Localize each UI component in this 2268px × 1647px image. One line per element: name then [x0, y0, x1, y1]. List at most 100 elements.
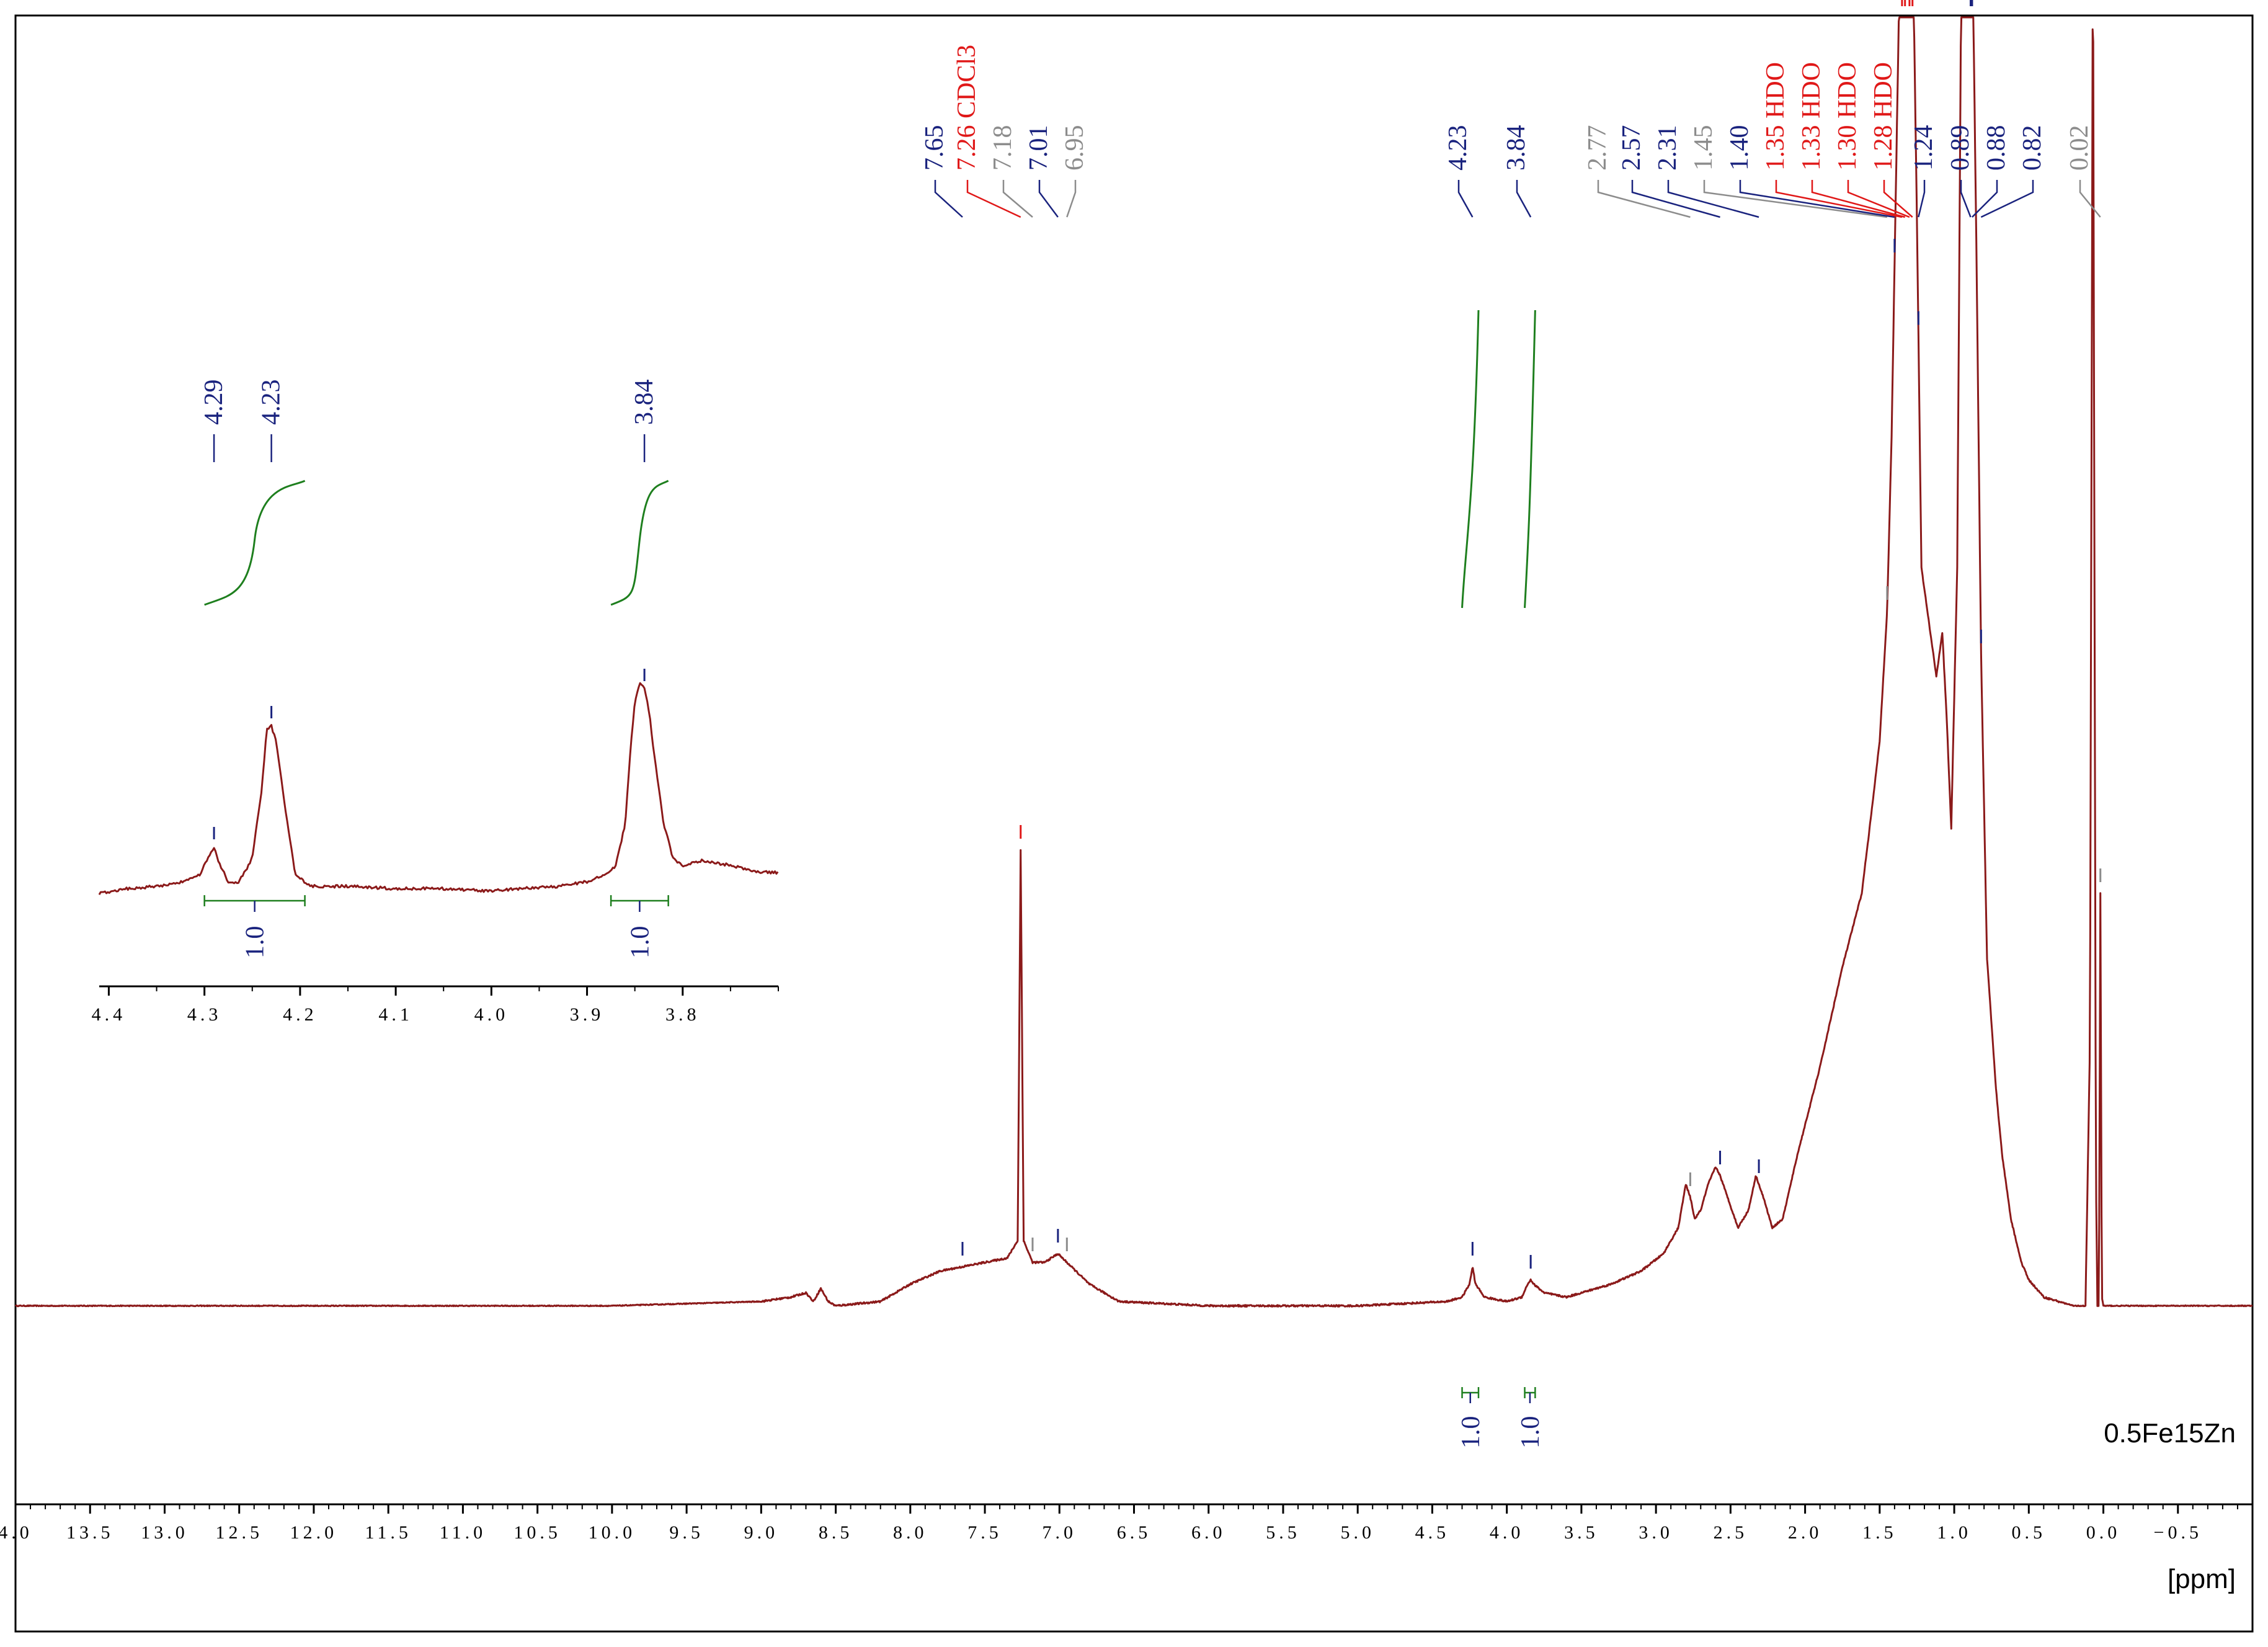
x-tick-label: 1.0	[1937, 1522, 1972, 1543]
peak-label: 1.40	[1725, 125, 1754, 171]
integral-value: 1.0	[1457, 1416, 1485, 1449]
peak-label: 0.88	[1982, 125, 2011, 171]
x-tick-label: 11.5	[365, 1522, 411, 1543]
peak-label: 3.84	[1502, 125, 1531, 171]
peak-leader-line	[1980, 180, 2034, 218]
peak-label: 7.01	[1025, 125, 1053, 171]
inset-zoom-panel: 4.4 4.3 4.2 4.1 4.0 3.9 3.8 4.29 4.23 3.84 1.0 1.…	[92, 380, 779, 1025]
x-tick-label: 12.0	[290, 1522, 338, 1543]
peak-leader-line	[966, 180, 1021, 218]
inset-integral-regions: 1.0 1.0	[203, 480, 669, 959]
peak-label: 0.02	[2065, 125, 2094, 171]
peak-labels: 7.65 7.26 CDCl3 7.18 7.01 6.95 4.23 3.84 2.77 2.…	[920, 0, 2102, 1269]
inset-integral-value: 1.0	[241, 926, 270, 959]
x-tick-label: 10.5	[514, 1522, 561, 1543]
peak-label: 2.31	[1653, 125, 1682, 171]
x-tick-label: 5.5	[1266, 1522, 1301, 1543]
peak-leader-line	[1066, 180, 1077, 218]
inset-peak-label: 3.84	[630, 380, 659, 426]
peak-leader-line	[1457, 180, 1474, 218]
x-tick-label: 5.0	[1340, 1522, 1375, 1543]
x-tick-label: 6.0	[1191, 1522, 1226, 1543]
peak-leader-line	[2079, 180, 2101, 218]
x-axis-label: [ppm]	[2168, 1564, 2236, 1594]
inset-tick-label: 4.2	[283, 1004, 318, 1025]
inset-integral-curve	[204, 480, 306, 606]
x-tick-label: 9.5	[669, 1522, 704, 1543]
inset-axis-ticks: 4.4 4.3 4.2 4.1 4.0 3.9 3.8	[92, 986, 779, 1025]
x-tick-label: 6.5	[1117, 1522, 1152, 1543]
x-tick-label: 13.0	[141, 1522, 189, 1543]
x-tick-label: 12.5	[215, 1522, 263, 1543]
peak-leader-line	[1516, 180, 1532, 218]
spectrum-trace	[14, 16, 2253, 1308]
x-tick-label: 11.0	[440, 1522, 486, 1543]
x-tick-label: 0.0	[2086, 1522, 2121, 1543]
peak-label: 4.23	[1444, 125, 1472, 171]
x-tick-label: 4.0	[1490, 1522, 1524, 1543]
x-axis-ticks: 4.0 13.5 13.0 12.5 12.0 11.5 11.0 10.5 10.0 9.5 9.…	[0, 1504, 2238, 1543]
x-tick-label: 7.5	[967, 1522, 1002, 1543]
peak-leader-line	[934, 180, 963, 218]
peak-label: 2.57	[1617, 125, 1646, 171]
peak-leader-line	[1002, 180, 1033, 218]
x-tick-label: 0.5	[2012, 1522, 2047, 1543]
inset-integral-curve	[610, 480, 669, 606]
peak-label: 1.24	[1910, 125, 1938, 171]
outer-frame	[14, 14, 2254, 1633]
inset-tick-label: 3.8	[665, 1004, 700, 1025]
inset-peak-labels: 4.29 4.23 3.84	[200, 380, 659, 839]
x-tick-label: 4.0	[0, 1522, 33, 1543]
peak-label: 0.89	[1946, 125, 1975, 171]
integral-regions: 1.0 1.0	[1457, 310, 1545, 1448]
peak-leader-line	[1972, 180, 1998, 218]
peak-label: 2.77	[1583, 125, 1612, 171]
integral-curve	[1461, 310, 1480, 609]
inset-tick-label: 4.0	[474, 1004, 509, 1025]
inset-tick-label: 4.4	[92, 1004, 127, 1025]
peak-label: 1.35 HDO	[1761, 62, 1790, 171]
peak-leader-line	[1918, 180, 1926, 218]
peak-label: 1.28 HDO	[1869, 62, 1898, 171]
inset-tick-label: 3.9	[570, 1004, 605, 1025]
peak-label: 7.18	[989, 125, 1017, 171]
peak-label: 1.45	[1689, 125, 1718, 171]
x-tick-label: 9.0	[744, 1522, 779, 1543]
peak-leader-line	[1775, 180, 1903, 218]
peak-label: 7.26 CDCl3	[953, 45, 981, 171]
peak-label: 6.95	[1061, 125, 1089, 171]
peak-leader-line	[1597, 180, 1691, 218]
peak-leader-line	[1811, 180, 1906, 218]
x-tick-label: 4.5	[1415, 1522, 1450, 1543]
peak-label: 1.33 HDO	[1797, 62, 1826, 171]
x-tick-label: 8.0	[893, 1522, 928, 1543]
peak-leader-line	[1703, 180, 1888, 218]
x-tick-label: 8.5	[819, 1522, 853, 1543]
x-tick-label: 3.0	[1639, 1522, 1673, 1543]
x-tick-label: 13.5	[66, 1522, 114, 1543]
peak-label: 0.82	[2018, 125, 2047, 171]
sample-label: 0.5Fe15Zn	[2104, 1418, 2236, 1448]
peak-leader-line	[1739, 180, 1895, 218]
inset-peak-label: 4.23	[257, 380, 286, 426]
integral-value: 1.0	[1516, 1416, 1545, 1449]
x-tick-label: −0.5	[2154, 1522, 2202, 1543]
inset-tick-label: 4.3	[187, 1004, 222, 1025]
inset-tick-label: 4.1	[378, 1004, 413, 1025]
peak-leader-line	[1631, 180, 1720, 218]
peak-leader-line	[1038, 180, 1059, 218]
inset-peak-label: 4.29	[200, 380, 228, 426]
peak-leader-line	[1960, 180, 1972, 218]
peak-label: 1.30 HDO	[1833, 62, 1862, 171]
x-tick-label: 2.5	[1714, 1522, 1748, 1543]
peak-leader-line	[1667, 180, 1759, 218]
x-tick-label: 10.0	[589, 1522, 636, 1543]
inset-integral-value: 1.0	[626, 926, 654, 959]
x-tick-label: 1.5	[1862, 1522, 1897, 1543]
x-tick-label: 2.0	[1788, 1522, 1823, 1543]
peak-leader-line	[1847, 180, 1910, 218]
integral-curve	[1524, 310, 1536, 609]
peak-leader-line	[1883, 180, 1913, 218]
peak-label: 7.65	[920, 125, 949, 171]
